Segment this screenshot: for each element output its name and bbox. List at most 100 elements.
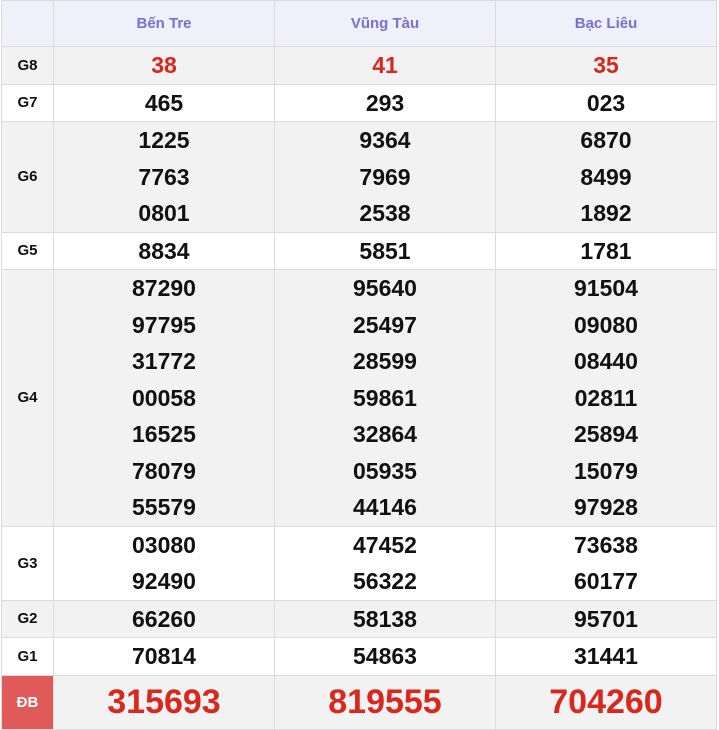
result-number: 73638 <box>574 531 638 558</box>
result-cell: 465 <box>53 83 275 122</box>
result-cell: 5851 <box>274 231 496 270</box>
result-number: 023 <box>586 89 626 116</box>
prize-row-g8: G8 38 41 35 <box>1 46 717 85</box>
result-number: 1225 <box>138 127 190 153</box>
result-number: 91504 <box>574 275 638 301</box>
prize-label: ĐB <box>1 674 54 730</box>
prize-row-g4: G4 87290 97795 31772 00058 16525 78079 55579 956… <box>1 269 717 527</box>
result-number: 0801 <box>138 200 190 226</box>
prize-label: G8 <box>1 46 54 85</box>
result-number: 95701 <box>574 605 638 632</box>
result-number: 1892 <box>580 200 632 226</box>
result-number: 78079 <box>132 457 196 484</box>
result-cell: 023 <box>495 83 717 122</box>
result-number: 58138 <box>353 605 417 632</box>
result-number: 819555 <box>328 682 442 721</box>
prize-row-đb: ĐB 315693 819555 704260 <box>1 674 717 730</box>
result-number: 56322 <box>353 568 417 594</box>
result-number: 15079 <box>574 457 638 484</box>
prize-row-g2: G2 66260 58138 95701 <box>1 599 717 638</box>
result-number: 47452 <box>353 531 417 558</box>
result-cell: 73638 60177 <box>495 525 717 601</box>
corner-cell <box>1 0 54 47</box>
result-cell: 95701 <box>495 599 717 638</box>
column-header: Vũng Tàu <box>274 0 496 47</box>
prize-label: G2 <box>1 599 54 638</box>
header-row: Bến Tre Vũng Tàu Bạc Liêu <box>1 0 717 47</box>
result-cell: 58138 <box>274 599 496 638</box>
result-cell: 66260 <box>53 599 275 638</box>
result-cell: 95640 25497 28599 59861 32864 05935 44146 <box>274 269 496 527</box>
result-number: 97795 <box>132 311 196 338</box>
result-number: 9364 <box>359 127 411 153</box>
result-number: 66260 <box>132 605 196 632</box>
result-number: 32864 <box>353 421 417 447</box>
result-number: 44146 <box>353 494 417 520</box>
result-cell: 31441 <box>495 637 717 676</box>
result-number: 704260 <box>549 682 663 721</box>
result-number: 08440 <box>574 348 638 374</box>
result-cell: 35 <box>495 46 717 85</box>
result-cell: 47452 56322 <box>274 525 496 601</box>
result-cell: 315693 <box>53 674 275 730</box>
result-number: 25894 <box>574 421 638 447</box>
column-header: Bạc Liêu <box>495 0 717 47</box>
result-cell: 819555 <box>274 674 496 730</box>
result-number: 2538 <box>359 200 411 226</box>
result-number: 70814 <box>132 643 196 669</box>
result-number: 16525 <box>132 421 196 447</box>
result-number: 35 <box>593 52 619 78</box>
result-number: 7763 <box>138 163 190 190</box>
prize-label: G7 <box>1 83 54 122</box>
prize-label: G3 <box>1 525 54 601</box>
result-number: 00058 <box>132 384 196 411</box>
result-number: 41 <box>372 52 398 78</box>
result-cell: 38 <box>53 46 275 85</box>
prize-label: G4 <box>1 269 54 527</box>
prize-label: G6 <box>1 121 54 233</box>
prize-label: G5 <box>1 231 54 270</box>
result-number: 59861 <box>353 384 417 411</box>
result-number: 6870 <box>580 127 632 153</box>
result-cell: 41 <box>274 46 496 85</box>
result-number: 60177 <box>574 568 638 594</box>
result-number: 95640 <box>353 275 417 301</box>
result-cell: 87290 97795 31772 00058 16525 78079 55579 <box>53 269 275 527</box>
result-number: 97928 <box>574 494 638 520</box>
result-cell: 293 <box>274 83 496 122</box>
result-number: 1781 <box>580 237 632 264</box>
result-number: 02811 <box>574 384 638 411</box>
result-number: 28599 <box>353 348 417 374</box>
result-number: 09080 <box>574 311 638 338</box>
result-cell: 1781 <box>495 231 717 270</box>
result-number: 38 <box>151 52 177 78</box>
result-cell: 6870 8499 1892 <box>495 121 717 233</box>
result-number: 31772 <box>132 348 196 374</box>
result-number: 54863 <box>353 643 417 669</box>
result-cell: 1225 7763 0801 <box>53 121 275 233</box>
result-cell: 70814 <box>53 637 275 676</box>
result-cell: 03080 92490 <box>53 525 275 601</box>
column-header: Bến Tre <box>53 0 275 47</box>
result-cell: 9364 7969 2538 <box>274 121 496 233</box>
result-number: 8499 <box>580 163 632 190</box>
prize-label: G1 <box>1 637 54 676</box>
result-cell: 704260 <box>495 674 717 730</box>
result-number: 25497 <box>353 311 417 338</box>
prize-row-g7: G7 465 293 023 <box>1 83 717 122</box>
result-number: 03080 <box>132 531 196 558</box>
result-cell: 91504 09080 08440 02811 25894 15079 97928 <box>495 269 717 527</box>
result-number: 8834 <box>138 237 190 264</box>
result-cell: 54863 <box>274 637 496 676</box>
prize-row-g6: G6 1225 7763 0801 9364 7969 2538 6870 8499 1892 <box>1 121 717 233</box>
result-number: 465 <box>144 89 184 116</box>
result-number: 315693 <box>107 682 221 721</box>
prize-row-g5: G5 8834 5851 1781 <box>1 231 717 270</box>
prize-row-g3: G3 03080 92490 47452 56322 73638 60177 <box>1 525 717 601</box>
result-number: 87290 <box>132 275 196 301</box>
result-number: 92490 <box>132 568 196 594</box>
prize-row-g1: G1 70814 54863 31441 <box>1 637 717 676</box>
result-number: 293 <box>365 89 405 116</box>
result-number: 7969 <box>359 163 411 190</box>
